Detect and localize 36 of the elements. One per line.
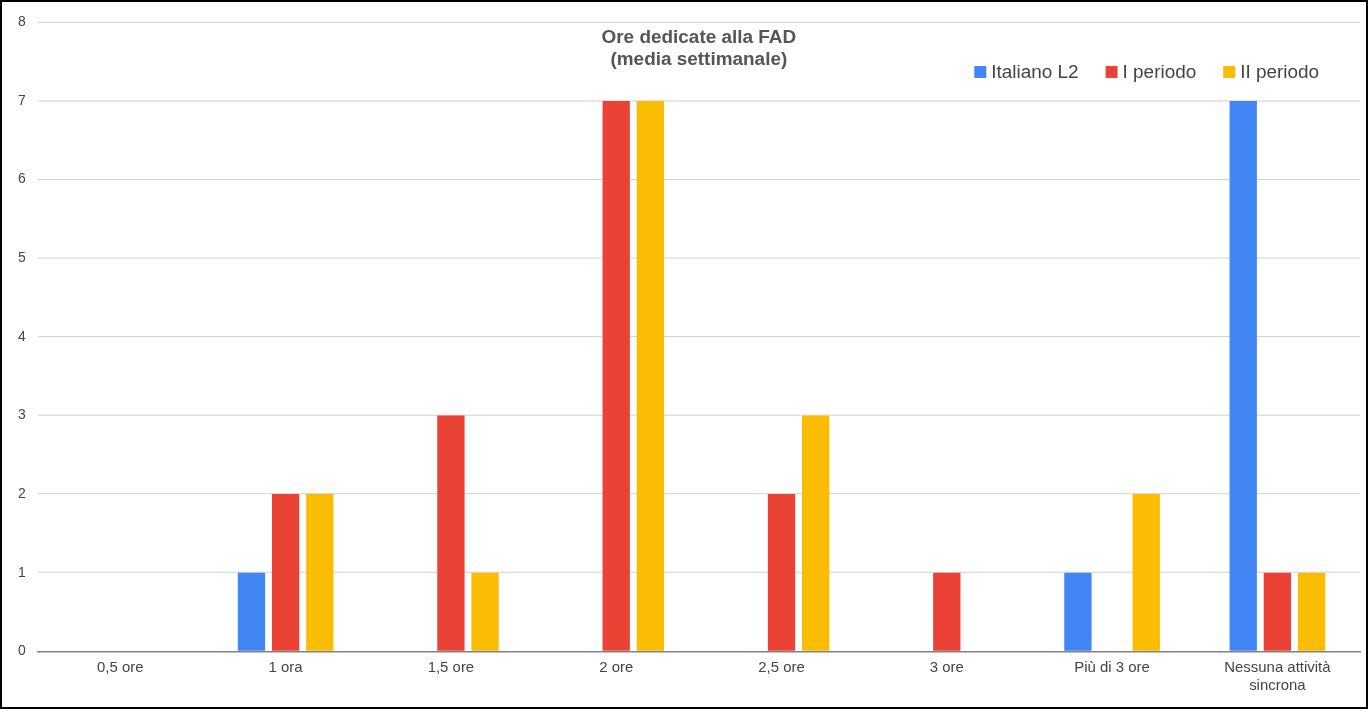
bar xyxy=(801,415,830,651)
y-tick-label: 8 xyxy=(17,13,26,30)
bar xyxy=(1297,572,1326,651)
y-tick-label: 4 xyxy=(17,327,26,344)
y-tick-label: 0 xyxy=(17,642,26,659)
x-tick-label: 0,5 ore xyxy=(97,658,144,676)
legend-label: II periodo xyxy=(1240,61,1320,83)
x-tick-label: 1 ora xyxy=(268,658,304,676)
bar xyxy=(602,100,630,651)
legend-label: Italiano L2 xyxy=(991,61,1079,83)
y-tick-label: 6 xyxy=(17,170,26,187)
bar xyxy=(1064,572,1092,651)
y-tick-label: 7 xyxy=(17,91,26,108)
bar xyxy=(237,572,266,651)
bar xyxy=(767,494,796,651)
x-tick-label: 3 ore xyxy=(929,658,964,676)
bar xyxy=(636,100,665,651)
x-tick-label: Nessuna attività sincrona xyxy=(1224,658,1332,694)
legend-label: I periodo xyxy=(1122,61,1197,83)
x-tick-label: 2 ore xyxy=(599,658,634,676)
y-tick-label: 3 xyxy=(17,406,26,423)
bar xyxy=(306,494,334,651)
y-tick-label: 5 xyxy=(17,249,26,266)
y-tick-label: 2 xyxy=(17,484,26,501)
y-tick-label: 1 xyxy=(17,563,26,580)
bar xyxy=(271,494,300,651)
x-tick-label: 1,5 ore xyxy=(427,658,475,676)
text: Ore dedicate alla FAD (media settimanale) xyxy=(601,25,797,69)
x-tick-label: 2,5 ore xyxy=(758,658,805,676)
bar xyxy=(1263,572,1292,651)
bar xyxy=(933,572,961,651)
bar xyxy=(1229,100,1257,651)
bar xyxy=(471,572,499,651)
bar xyxy=(437,415,465,651)
x-tick-label: Più di 3 ore xyxy=(1074,658,1150,676)
bar xyxy=(1132,494,1160,651)
